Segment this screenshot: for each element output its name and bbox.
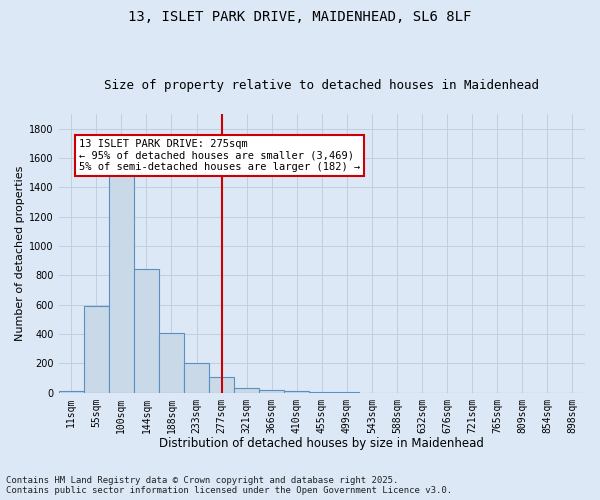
Y-axis label: Number of detached properties: Number of detached properties [15,166,25,341]
Bar [209,378,234,392]
Bar [284,390,309,392]
Text: 13 ISLET PARK DRIVE: 275sqm
← 95% of detached houses are smaller (3,469)
5% of s: 13 ISLET PARK DRIVE: 275sqm ← 95% of det… [79,139,360,172]
Bar [134,270,159,392]
Bar [234,388,259,392]
Bar [109,174,134,392]
Text: Contains HM Land Registry data © Crown copyright and database right 2025.
Contai: Contains HM Land Registry data © Crown c… [6,476,452,495]
Title: Size of property relative to detached houses in Maidenhead: Size of property relative to detached ho… [104,79,539,92]
Bar [84,306,109,392]
Text: 13, ISLET PARK DRIVE, MAIDENHEAD, SL6 8LF: 13, ISLET PARK DRIVE, MAIDENHEAD, SL6 8L… [128,10,472,24]
X-axis label: Distribution of detached houses by size in Maidenhead: Distribution of detached houses by size … [160,437,484,450]
Bar [184,364,209,392]
Bar [159,332,184,392]
Bar [259,390,284,392]
